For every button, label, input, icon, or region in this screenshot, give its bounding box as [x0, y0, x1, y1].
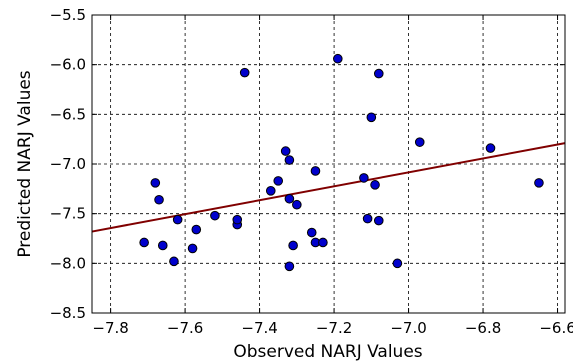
y-tick-label: −7.0 — [50, 155, 86, 173]
data-point — [284, 193, 295, 204]
y-tick-labels: −8.5 −8.0 −7.5 −7.0 −6.5 −6.0 −5.5 — [50, 6, 86, 322]
y-axis-label: Predicted NARJ Values — [15, 70, 35, 257]
data-point — [485, 143, 496, 153]
data-point — [310, 166, 321, 176]
data-point — [288, 240, 298, 251]
x-tick-label: −7.4 — [241, 319, 277, 337]
data-point — [362, 213, 373, 224]
y-tick-label: −6.5 — [50, 105, 86, 123]
data-point — [265, 186, 276, 196]
data-point — [370, 180, 380, 190]
data-point — [172, 214, 183, 225]
data-point — [366, 112, 377, 123]
data-point — [169, 256, 179, 267]
data-point — [414, 137, 425, 147]
data-point — [392, 258, 403, 269]
y-tick-label: −8.5 — [50, 304, 86, 322]
fit-line-layer — [91, 142, 566, 233]
y-tick-label: −6.0 — [50, 56, 86, 74]
x-tick-label: −6.6 — [539, 319, 573, 337]
data-point — [187, 243, 198, 254]
x-tick-label: −7.6 — [167, 319, 203, 337]
x-tick-label: −6.8 — [465, 319, 501, 337]
data-point — [139, 237, 149, 248]
data-point — [373, 215, 384, 226]
data-point — [210, 210, 220, 221]
axis-ticks — [92, 14, 565, 314]
data-point — [232, 214, 243, 225]
x-tick-label: −7.2 — [316, 319, 352, 337]
data-point — [280, 146, 291, 156]
x-tick-labels: −7.8 −7.6 −7.4 −7.2 −7.0 −6.8 −6.6 — [92, 319, 573, 337]
y-tick-label: −8.0 — [50, 254, 86, 272]
data-point — [333, 53, 343, 64]
x-tick-label: −7.0 — [390, 319, 426, 337]
data-point — [359, 173, 369, 183]
data-point — [157, 240, 168, 251]
data-point — [154, 194, 164, 205]
data-points — [139, 53, 544, 272]
data-point — [284, 261, 295, 272]
x-axis-label: Observed NARJ Values — [233, 342, 422, 362]
y-tick-label: −7.5 — [50, 205, 86, 223]
data-point — [306, 227, 317, 238]
data-point — [273, 176, 284, 186]
data-point — [150, 178, 161, 188]
data-point — [191, 224, 202, 235]
grid — [92, 14, 565, 314]
data-point — [318, 237, 328, 248]
x-tick-label: −7.8 — [92, 319, 128, 337]
data-point — [373, 68, 384, 79]
data-point — [284, 155, 295, 165]
y-tick-label: −5.5 — [50, 6, 86, 24]
data-point — [534, 178, 544, 188]
data-point — [292, 199, 302, 210]
fit-line — [91, 142, 566, 233]
data-point — [239, 67, 250, 78]
